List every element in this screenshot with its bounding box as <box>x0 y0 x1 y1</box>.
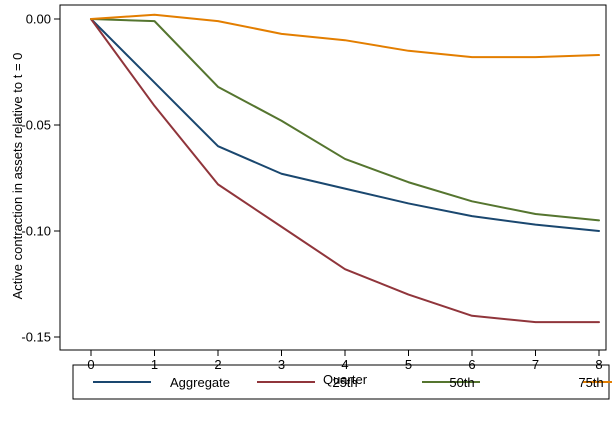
y-tick-label: 0.00 <box>26 12 51 27</box>
legend-label-aggregate: Aggregate <box>170 375 230 390</box>
legend-label-75th: 75th <box>578 375 603 390</box>
y-axis-label: Active contraction in assets relative to… <box>10 53 25 300</box>
legend-label-25th: 25th <box>332 375 357 390</box>
y-tick-label: -0.10 <box>21 224 51 239</box>
y-tick-label: -0.05 <box>21 118 51 133</box>
y-tick-label: -0.15 <box>21 330 51 345</box>
legend-label-50th: 50th <box>449 375 474 390</box>
